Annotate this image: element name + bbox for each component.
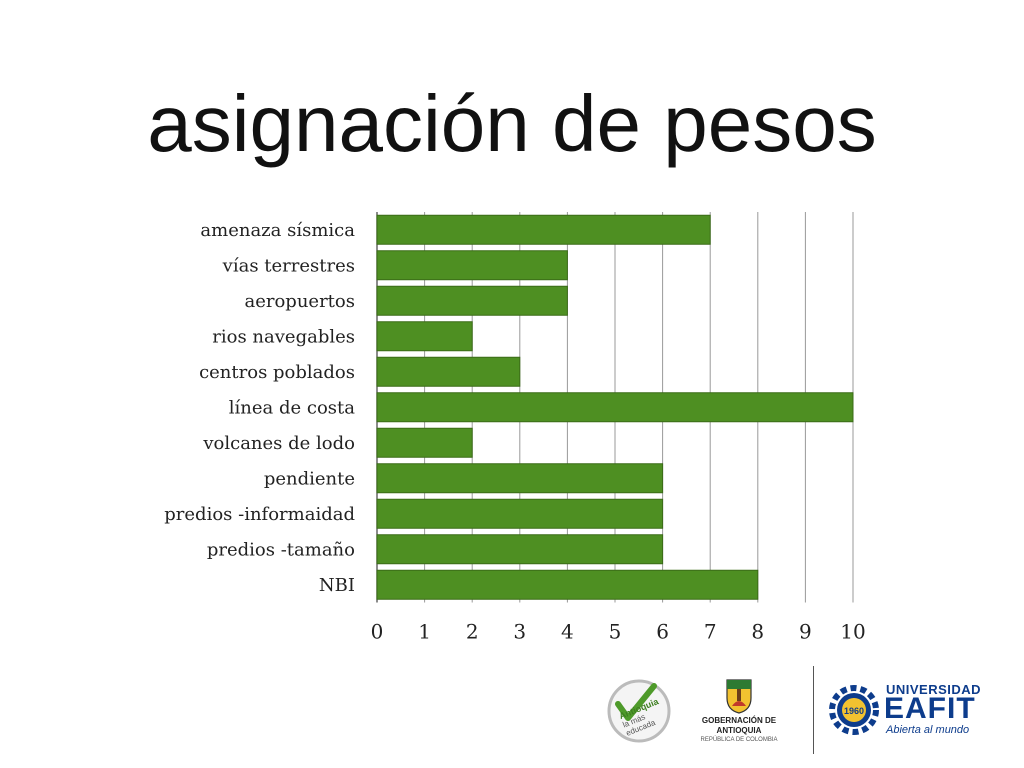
bar-8 <box>376 498 664 529</box>
x-tick-label-1: 1 <box>418 620 431 644</box>
x-tick-label-9: 9 <box>799 620 812 644</box>
gobernacion-subtitle: REPÚBLICA DE COLOMBIA <box>700 737 778 743</box>
bar-2 <box>376 285 568 316</box>
category-label-6: volcanes de lodo <box>202 433 355 454</box>
category-label-2: aeropuertos <box>244 291 355 312</box>
category-label-10: NBI <box>319 575 355 596</box>
category-label-7: pendiente <box>264 468 355 489</box>
bar-4 <box>376 356 521 387</box>
x-tick-label-2: 2 <box>466 620 479 644</box>
category-labels: amenaza sísmica vías terrestres aeropuerto… <box>164 220 355 596</box>
x-tick-labels: 0 1 2 3 4 5 6 7 8 9 10 <box>371 620 866 644</box>
bar-10 <box>376 569 759 600</box>
x-tick-label-4: 4 <box>561 620 574 644</box>
category-label-9: predios -tamaño <box>207 539 355 560</box>
x-tick-label-10: 10 <box>840 620 865 644</box>
x-tick-label-3: 3 <box>513 620 526 644</box>
gobernacion-antioquia-logo: GOBERNACIÓN DE ANTIOQUIA REPÚBLICA DE CO… <box>684 678 794 748</box>
bar-1 <box>376 250 568 281</box>
eafit-name: EAFIT <box>884 692 976 725</box>
x-tick-label-5: 5 <box>609 620 622 644</box>
logos-footer: Antioquia la más educada GOBERNACIÓN DE … <box>600 664 1000 760</box>
bar-6 <box>376 427 473 458</box>
category-label-1: vías terrestres <box>222 255 355 276</box>
bar-0 <box>376 214 711 245</box>
eafit-logo: 1960 UNIVERSIDAD EAFIT Abierta al mundo <box>828 682 998 742</box>
category-label-3: rios navegables <box>212 326 355 347</box>
bar-3 <box>376 321 473 352</box>
eafit-gear-icon: 1960 <box>829 685 879 735</box>
logo-divider <box>813 666 814 754</box>
eafit-tagline: Abierta al mundo <box>886 724 970 736</box>
eafit-university-label: UNIVERSIDAD <box>886 682 982 697</box>
bars <box>376 214 854 600</box>
coat-of-arms-icon <box>726 679 752 714</box>
category-label-8: predios -informaidad <box>164 504 355 525</box>
bar-5 <box>376 392 854 423</box>
x-tick-label-8: 8 <box>751 620 764 644</box>
bar-chart: amenaza sísmica vías terrestres aeropuerto… <box>164 212 866 644</box>
category-label-4: centros poblados <box>199 362 355 383</box>
antioquia-la-mas-educada-logo: Antioquia la más educada <box>607 679 671 743</box>
x-tick-label-6: 6 <box>656 620 669 644</box>
x-tick-label-7: 7 <box>704 620 717 644</box>
category-label-0: amenaza sísmica <box>200 220 355 241</box>
category-label-5: línea de costa <box>229 397 355 418</box>
slide-title: asignación de pesos <box>147 79 877 168</box>
x-tick-label-0: 0 <box>371 620 384 644</box>
bar-7 <box>376 463 664 494</box>
gobernacion-name: GOBERNACIÓN DE ANTIOQUIA <box>701 716 777 735</box>
bar-9 <box>376 534 664 565</box>
eafit-year: 1960 <box>844 706 864 716</box>
